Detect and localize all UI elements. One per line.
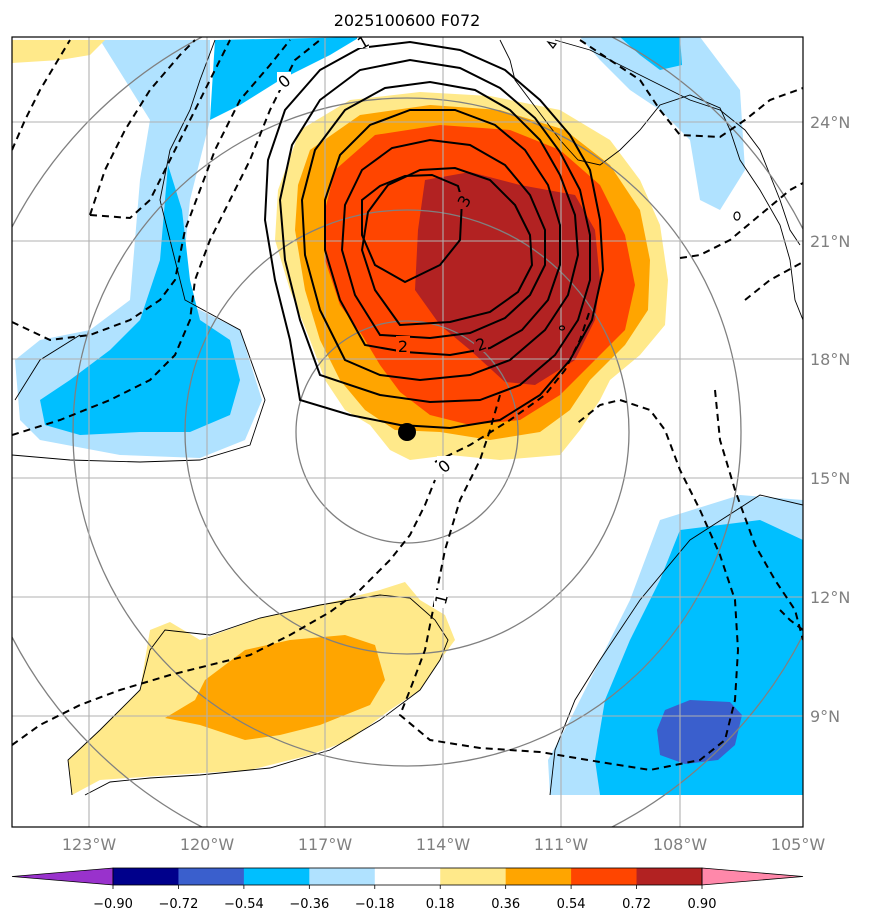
colorbar-tick-label: 0.36 [491,897,520,912]
colorbar-extend-high [701,867,804,886]
colorbar-tick-label: −0.54 [224,897,264,912]
lat-label: 21°N [810,232,850,251]
colorbar-segment [178,868,245,885]
lat-label: 18°N [810,350,850,369]
colorbar: −0.90 −0.72 −0.54 −0.36 −0.18 0.18 0.36 0.54 0.7… [11,867,804,912]
map-frame [11,36,804,828]
colorbar-frame [112,867,703,886]
range-ring-1 [295,320,519,544]
contour-label: 1 [431,592,452,607]
colorbar-tick-label: −0.18 [355,897,395,912]
lat-label: 9°N [810,707,840,726]
lat-label: 12°N [810,588,850,607]
colorbar-segment [636,868,703,885]
lon-label: 123°W [62,835,117,854]
colorbar-tick-label: −0.36 [289,897,329,912]
island-features [546,40,741,331]
lon-label: 108°W [653,835,708,854]
colorbar-segment [374,868,441,885]
contour-labels: 1 0 3 2 2 0 1 [274,32,489,608]
colorbar-tick-label: 0.90 [688,897,717,912]
colorbar-tick-label: 0.18 [426,897,455,912]
colorbar-tick-label: 0.54 [557,897,586,912]
colorbar-tick-label: −0.90 [93,897,133,912]
contour-label: 2 [398,337,408,356]
range-ring-3 [72,97,742,767]
colorbar-segment [243,868,310,885]
map-panel: 1 0 3 2 2 0 1 [11,32,804,828]
colorbar-segment [309,868,376,885]
figure-title: 2025100600 F072 [334,11,481,30]
storm-center-dot [398,423,416,441]
lon-label: 105°W [771,835,826,854]
lon-label: 117°W [298,835,353,854]
colorbar-extend-low [11,867,114,886]
lon-label: 114°W [416,835,471,854]
lat-label: 24°N [810,113,850,132]
lat-label: 15°N [810,469,850,488]
colorbar-segment [571,868,638,885]
range-ring-2 [184,209,630,655]
colorbar-tick-label: −0.72 [159,897,199,912]
range-rings [12,37,803,827]
lon-label: 111°W [534,835,589,854]
longitude-labels: 123°W 120°W 117°W 114°W 111°W 108°W 105°… [62,835,826,854]
negative-shading-medium [40,37,803,795]
colorbar-segment [113,868,179,885]
solid-contours [263,40,605,430]
colorbar-segment [440,868,507,885]
colorbar-segment [505,868,572,885]
latitude-labels: 24°N 21°N 18°N 15°N 12°N 9°N [810,113,850,726]
colorbar-tick-label: 0.72 [622,897,651,912]
dashed-contours [12,39,803,772]
lon-label: 120°W [180,835,235,854]
